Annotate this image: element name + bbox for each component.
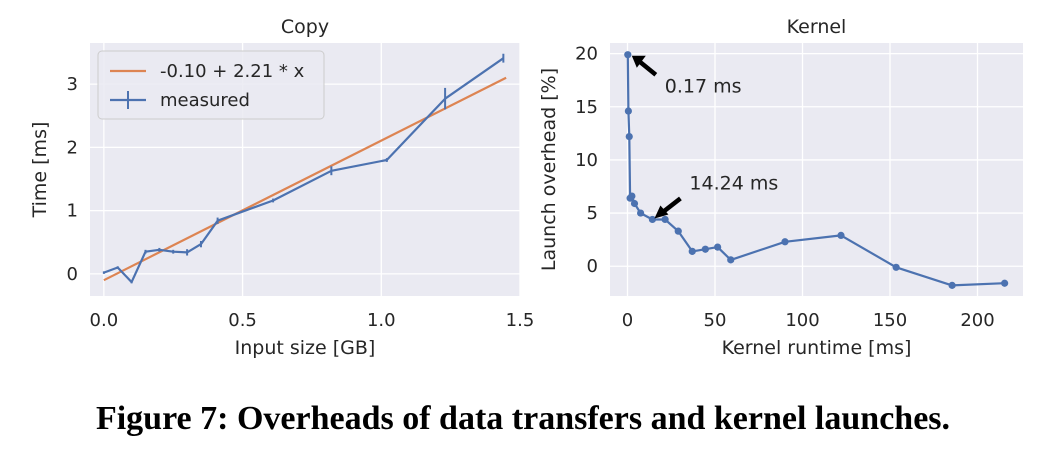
plot-area <box>610 43 1023 296</box>
annotation-label: 14.24 ms <box>689 172 778 194</box>
arrow-shaft <box>638 59 658 77</box>
y-tick-label: 0 <box>587 256 598 277</box>
data-point <box>637 209 645 217</box>
data-point <box>628 192 636 200</box>
x-axis-label: Input size [GB] <box>235 337 376 359</box>
x-tick-label: 0 <box>622 310 633 331</box>
chart-title: Kernel <box>787 16 847 38</box>
data-point <box>648 215 657 224</box>
y-tick-label: 20 <box>575 44 598 65</box>
data-point <box>781 238 789 246</box>
data-point <box>674 227 682 235</box>
legend: -0.10 + 2.21 * x measured <box>97 50 325 120</box>
y-tick-label: 2 <box>67 137 78 158</box>
y-tick-label: 10 <box>575 150 598 171</box>
data-point <box>1001 279 1009 287</box>
x-tick-label: 1.5 <box>506 310 535 331</box>
y-tick-label: 15 <box>575 97 598 118</box>
data-point <box>624 51 632 59</box>
y-tick-label: 0 <box>67 264 78 285</box>
x-tick-label: 0.5 <box>228 310 257 331</box>
y-tick-label: 5 <box>587 203 598 224</box>
arrow-head <box>631 55 646 68</box>
arrow-shaft <box>661 196 682 215</box>
data-point <box>624 107 632 115</box>
figure: 0.0 0.5 1.0 1.5 0 1 2 3 Copy Input size [GB] Time … <box>29 16 1023 359</box>
y-axis-label: Launch overhead [%] <box>538 68 560 271</box>
arrow-head <box>654 205 669 219</box>
legend-entry: measured <box>160 90 250 111</box>
x-tick-label: 200 <box>960 310 994 331</box>
data-point <box>892 263 900 271</box>
data-point <box>701 245 709 253</box>
data-point <box>688 247 696 255</box>
measured-line <box>103 57 505 284</box>
data-point <box>661 215 669 224</box>
kernel-chart: 0 50 100 150 200 0 5 10 15 20 Kernel Kernel runtime… <box>538 16 1023 359</box>
chart-title: Copy <box>281 16 329 38</box>
data-point <box>630 199 639 208</box>
x-tick-label: 1.0 <box>367 310 396 331</box>
annotation-label: 0.17 ms <box>665 76 742 98</box>
data-point <box>837 231 845 240</box>
legend-entry: -0.10 + 2.21 * x <box>160 61 305 82</box>
x-axis-label: Kernel runtime [ms] <box>722 337 912 359</box>
data-point <box>714 243 722 251</box>
x-tick-label: 0.0 <box>90 310 119 331</box>
copy-chart: 0.0 0.5 1.0 1.5 0 1 2 3 Copy Input size [GB] Time … <box>29 16 534 359</box>
data-point <box>625 132 633 141</box>
x-tick-label: 100 <box>785 310 819 331</box>
y-axis-label: Time [ms] <box>29 122 51 219</box>
y-tick-label: 3 <box>67 74 78 95</box>
fit-line <box>103 76 507 282</box>
legend-box <box>97 50 325 120</box>
data-point <box>727 256 735 264</box>
data-point <box>948 281 956 289</box>
x-tick-label: 150 <box>873 310 907 331</box>
figure-caption: Figure 7: Overheads of data transfers an… <box>95 400 951 437</box>
y-tick-label: 1 <box>67 201 78 222</box>
x-tick-label: 50 <box>704 310 727 331</box>
